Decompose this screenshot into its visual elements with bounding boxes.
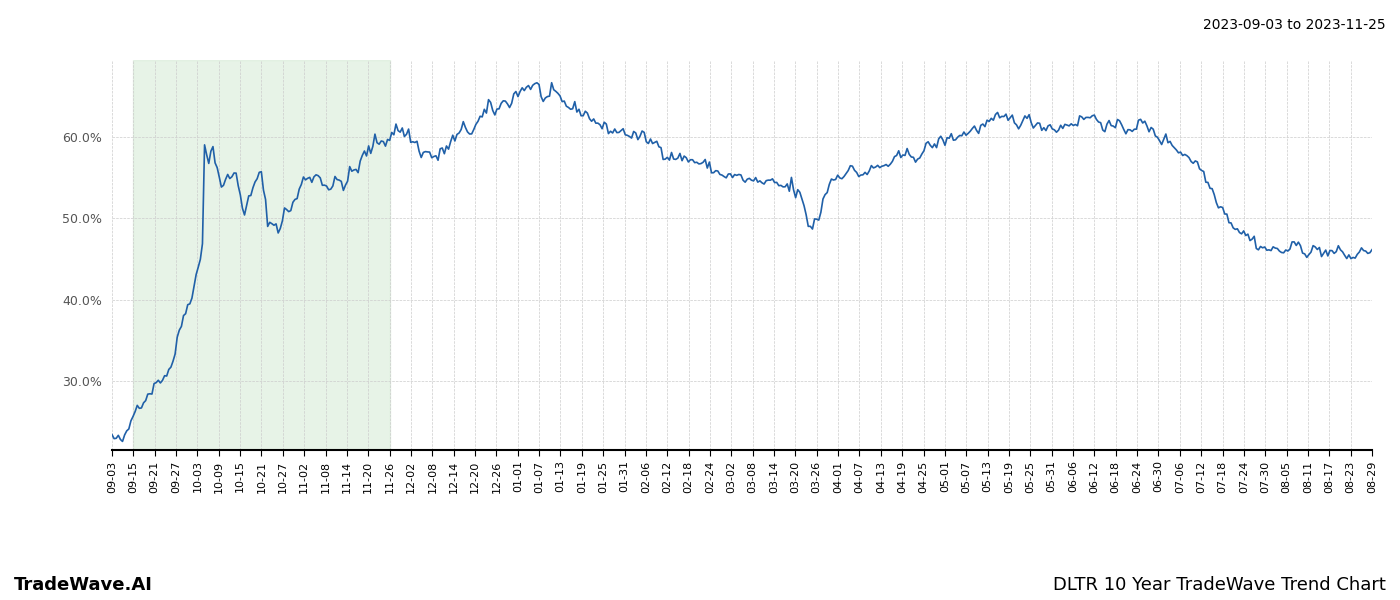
Text: TradeWave.AI: TradeWave.AI	[14, 576, 153, 594]
Text: 2023-09-03 to 2023-11-25: 2023-09-03 to 2023-11-25	[1204, 18, 1386, 32]
Text: DLTR 10 Year TradeWave Trend Chart: DLTR 10 Year TradeWave Trend Chart	[1053, 576, 1386, 594]
Bar	[133, 60, 389, 450]
